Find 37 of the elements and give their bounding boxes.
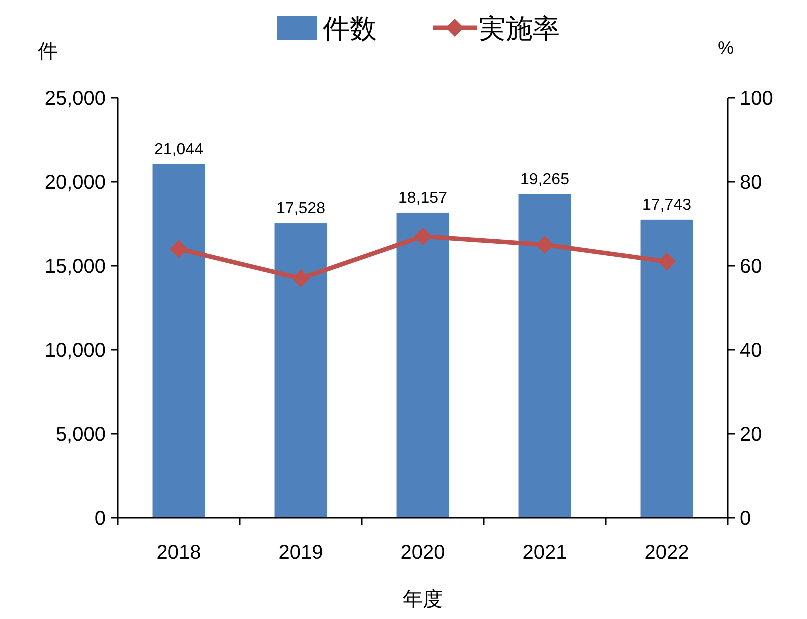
point xyxy=(536,236,554,254)
bar xyxy=(518,194,572,518)
y-tick-label: 15,000 xyxy=(44,256,106,278)
point xyxy=(658,252,676,271)
x-tick-label: 2022 xyxy=(644,542,690,564)
x-axis-title: 年度 xyxy=(403,589,443,611)
y-tick-label: 20,000 xyxy=(44,172,106,194)
bar xyxy=(274,224,328,518)
y2-tick-label: 80 xyxy=(740,172,762,194)
data-label: 18,157 xyxy=(398,190,448,207)
y2-axis-title: % xyxy=(718,38,734,58)
y-tick-label: 5,000 xyxy=(56,424,106,446)
y2-tick-label: 100 xyxy=(740,88,774,110)
point xyxy=(414,228,432,246)
x-tick-label: 2020 xyxy=(400,542,446,564)
legend-label: 件数 xyxy=(323,14,377,44)
data-label: 19,265 xyxy=(520,171,570,188)
data-label: 17,528 xyxy=(276,200,326,218)
x-tick-label: 2021 xyxy=(522,542,568,564)
y2-tick-label: 0 xyxy=(740,508,752,530)
y-tick-label: 0 xyxy=(94,508,106,530)
y-tick-label: 25,000 xyxy=(44,88,106,110)
bar xyxy=(396,212,450,518)
y-tick-label: 10,000 xyxy=(44,340,106,362)
point xyxy=(170,240,188,258)
bar xyxy=(152,164,206,518)
data-label: 17,743 xyxy=(642,196,692,214)
y2-tick-label: 20 xyxy=(740,424,762,446)
y2-tick-label: 60 xyxy=(740,256,762,278)
data-label: 21,044 xyxy=(154,141,204,158)
x-tick-label: 2019 xyxy=(278,542,324,564)
point xyxy=(292,270,310,288)
y2-tick-label: 40 xyxy=(740,340,762,362)
x-tick-label: 2018 xyxy=(156,542,202,564)
bar xyxy=(640,220,694,518)
legend-label: 実施率 xyxy=(479,14,560,44)
y-axis-title: 件 xyxy=(38,41,58,63)
